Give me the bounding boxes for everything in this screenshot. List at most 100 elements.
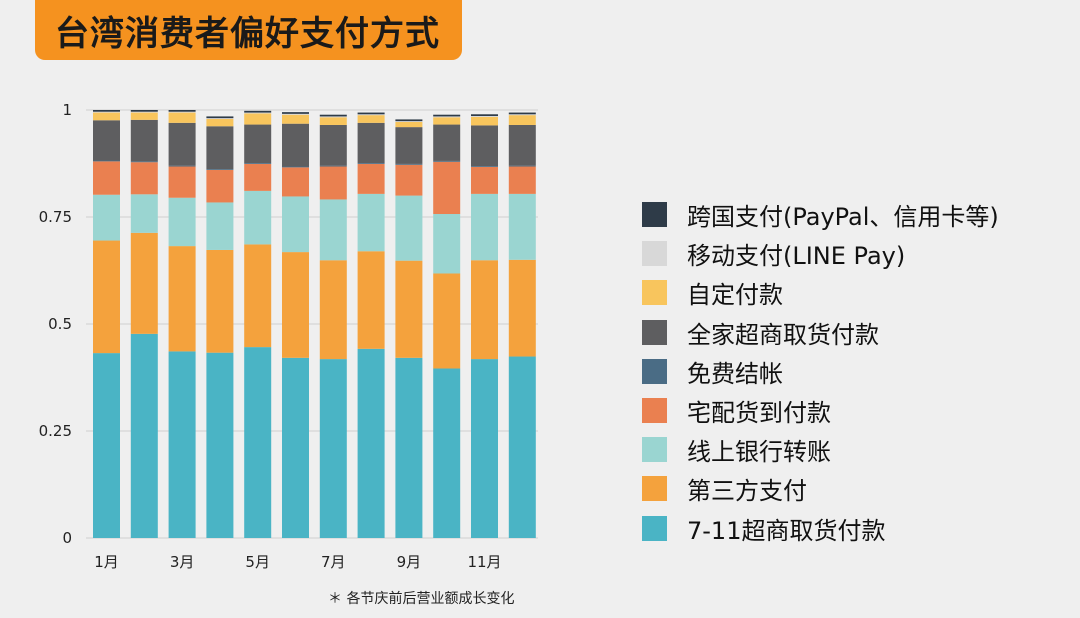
legend-label: 7-11超商取货付款 xyxy=(687,516,886,545)
page-title: 台湾消费者偏好支付方式 xyxy=(35,0,462,60)
bar-segment xyxy=(508,165,536,167)
bar-segment xyxy=(130,119,158,162)
bar-segment xyxy=(508,115,536,125)
bar-segment xyxy=(168,351,196,538)
bar-segment xyxy=(319,165,347,167)
bar-segment xyxy=(282,114,309,124)
bar-segment xyxy=(206,118,234,127)
bar-segment xyxy=(244,163,272,191)
legend-swatch xyxy=(642,398,667,424)
bar-segment xyxy=(319,124,347,166)
bar-segment xyxy=(244,347,272,538)
legend-swatch xyxy=(642,202,667,228)
x-tick-label: 3月 xyxy=(170,553,195,571)
bar-segment xyxy=(130,161,158,163)
bar-segment xyxy=(282,252,309,358)
bar-segment xyxy=(471,260,498,360)
bar-segment xyxy=(168,122,196,166)
bar-segment xyxy=(319,117,347,125)
chart-legend: 跨国支付(PayPal、信用卡等) 移动支付(LINE Pay) 自定付款全家超商取… xyxy=(642,195,999,548)
bar-segment xyxy=(508,356,536,538)
bar-segment xyxy=(130,111,158,113)
legend-item: 全家超商取货付款 xyxy=(642,313,999,352)
bar-segment xyxy=(508,112,536,115)
y-tick-label: 1 xyxy=(62,101,72,119)
bar-segment xyxy=(93,120,120,161)
bar-segment xyxy=(93,111,120,113)
legend-label: 自定付款 xyxy=(687,281,783,310)
bar-segment xyxy=(471,125,498,167)
bar-segment xyxy=(357,115,385,123)
x-tick-label: 9月 xyxy=(397,553,422,571)
grid-lines xyxy=(86,109,538,539)
legend-swatch xyxy=(642,476,667,502)
bar-segment xyxy=(244,110,272,113)
legend-item: 7-11超商取货付款 xyxy=(642,509,999,548)
bar-segment xyxy=(206,249,234,353)
bar-segment xyxy=(508,166,536,194)
bar-segment xyxy=(508,114,536,116)
bar-segment xyxy=(395,164,423,196)
bar-segment xyxy=(357,122,385,164)
bar-segment xyxy=(471,115,498,117)
bar-segment xyxy=(508,259,536,357)
bar-segment xyxy=(471,114,498,116)
bar-segment xyxy=(357,348,385,538)
bar-segment xyxy=(433,273,461,369)
legend-label: 跨国支付(PayPal、信用卡等) xyxy=(687,203,999,232)
bar-segment xyxy=(395,121,423,122)
bar-segment xyxy=(471,116,498,126)
bar-segment xyxy=(93,160,120,162)
bar-segment xyxy=(130,110,158,112)
bar-segment xyxy=(433,114,461,117)
bar-segment xyxy=(130,333,158,538)
bar-segment xyxy=(93,194,120,241)
y-tick-label: 0.5 xyxy=(48,315,72,333)
bar-segment xyxy=(130,194,158,233)
legend-item: 跨国支付(PayPal、信用卡等) xyxy=(642,195,999,234)
bar-segment xyxy=(93,112,120,121)
legend-item: 自定付款 xyxy=(642,273,999,312)
bar-segment xyxy=(206,116,234,119)
legend-swatch xyxy=(642,280,667,306)
bar-segment xyxy=(357,163,385,194)
bar-segment xyxy=(168,197,196,247)
legend-swatch xyxy=(642,358,667,384)
bar-segment xyxy=(93,161,120,195)
bar-segment xyxy=(319,359,347,538)
bar-segment xyxy=(168,246,196,352)
legend-label: 第三方支付 xyxy=(687,477,807,506)
bar-segment xyxy=(93,110,120,112)
legend-label: 移动支付(LINE Pay) xyxy=(687,242,906,271)
bar-segment xyxy=(282,357,309,538)
bar-segment xyxy=(282,166,309,168)
footnote: ＊ 各节庆前后营业额成长变化 xyxy=(328,591,515,607)
bar-segment xyxy=(433,124,461,161)
bar-segment xyxy=(168,112,196,123)
x-tick-label: 7月 xyxy=(321,553,346,571)
legend-swatch xyxy=(642,515,667,541)
bar-segment xyxy=(357,251,385,349)
bar-segment xyxy=(319,114,347,117)
bar-segment xyxy=(508,124,536,166)
bar-segment xyxy=(244,113,272,125)
bar-segment xyxy=(319,166,347,200)
bar-segment xyxy=(168,110,196,112)
bar-segment xyxy=(433,160,461,162)
bar-segment xyxy=(244,190,272,245)
legend-label: 宅配货到付款 xyxy=(687,399,831,428)
bar-segment xyxy=(319,260,347,360)
legend-swatch xyxy=(642,437,667,463)
bars xyxy=(93,110,536,538)
bar-segment xyxy=(130,162,158,195)
bar-segment xyxy=(282,112,309,114)
y-tick-label: 0.75 xyxy=(39,208,72,226)
bar-segment xyxy=(357,193,385,252)
bar-segment xyxy=(357,112,385,115)
bar-segment xyxy=(206,352,234,538)
bar-segment xyxy=(395,260,423,358)
legend-item: 免费结帐 xyxy=(642,352,999,391)
bar-segment xyxy=(433,368,461,538)
bar-segment xyxy=(357,114,385,116)
